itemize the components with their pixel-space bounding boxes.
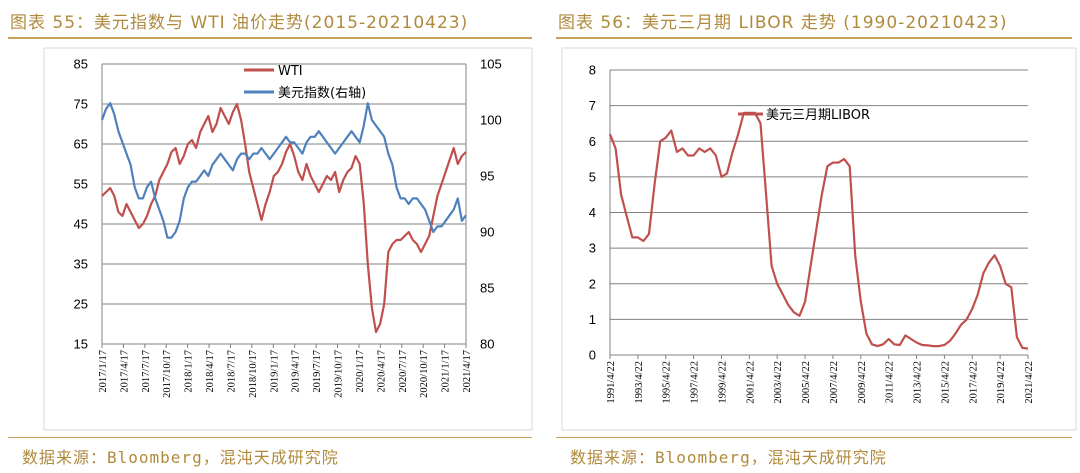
x-tick-label: 2020/4/17 <box>376 350 387 393</box>
left-y-tick-label: 45 <box>74 217 88 232</box>
libor-x-tick-label: 1991/4/22 <box>606 361 617 404</box>
right-chart: 8 7 6 5 4 3 2 1 0 1991/4/22 1993/4/22 1995/4/22 1997… <box>561 47 1077 431</box>
libor-y-tick-label: 7 <box>589 98 596 113</box>
right-chart-frame <box>561 47 1077 431</box>
left-y-tick-label: 65 <box>74 137 88 152</box>
x-tick-label: 2020/1/17 <box>355 350 366 393</box>
x-tick-label: 2018/7/17 <box>226 350 237 393</box>
libor-y-tick-label: 1 <box>589 312 596 327</box>
x-tick-label: 2019/7/17 <box>312 350 323 393</box>
x-tick-label: 2018/1/17 <box>184 350 195 393</box>
x-tick-label: 2017/4/17 <box>119 350 130 393</box>
libor-x-tick-label: 2003/4/22 <box>773 361 784 404</box>
libor-x-tick-label: 1993/4/22 <box>634 361 645 404</box>
x-tick-label: 2017/10/17 <box>162 350 173 398</box>
libor-y-tick-label: 0 <box>589 348 596 363</box>
right-y-tick-label: 95 <box>480 169 494 184</box>
right-source-rule <box>556 437 1072 438</box>
libor-x-tick-label: 2015/4/22 <box>940 361 951 404</box>
left-source-rule <box>8 437 532 438</box>
x-tick-label: 2017/1/17 <box>98 350 109 393</box>
right-figure-panel: 图表 56：美元三月期 LIBOR 走势 (1990-20210423) 8 7 6… <box>548 0 1080 473</box>
right-y-tick-label: 105 <box>480 57 502 72</box>
libor-x-tick-label: 2021/4/22 <box>1024 361 1035 404</box>
libor-x-tick-label: 2009/4/22 <box>857 361 868 404</box>
libor-y-tick-label: 6 <box>589 134 596 149</box>
x-tick-label: 2019/1/17 <box>269 350 280 393</box>
libor-legend-label: 美元三月期LIBOR <box>766 108 870 123</box>
right-y-tick-label: 85 <box>480 281 494 296</box>
left-title-rule <box>8 37 532 39</box>
libor-x-tick-label: 2007/4/22 <box>829 361 840 404</box>
right-y-tick-label: 90 <box>480 225 494 240</box>
libor-y-tick-label: 8 <box>589 63 596 78</box>
legend-label: WTI <box>278 64 303 79</box>
right-y-tick-label: 80 <box>480 337 494 352</box>
x-tick-label: 2020/10/17 <box>419 350 430 398</box>
left-y-tick-label: 55 <box>74 177 88 192</box>
wti-line <box>101 102 467 334</box>
x-tick-label: 2018/4/17 <box>205 350 216 393</box>
libor-y-tick-label: 4 <box>589 205 596 220</box>
left-y-tick-label: 15 <box>74 337 88 352</box>
x-tick-label: 2019/4/17 <box>291 350 302 393</box>
left-figure-title: 图表 55：美元指数与 WTI 油价走势(2015-20210423) <box>10 13 469 33</box>
left-chart-frame <box>43 47 533 431</box>
libor-x-tick-label: 2019/4/22 <box>996 361 1007 404</box>
libor-y-tick-label: 2 <box>589 276 596 291</box>
libor-x-tick-label: 2011/4/22 <box>885 361 896 403</box>
libor-line <box>608 111 1029 350</box>
x-tick-label: 2017/7/17 <box>141 350 152 393</box>
left-chart: 85 75 65 55 45 35 25 15 105 100 95 90 85 80 2017/1/17 2… <box>43 47 533 431</box>
x-tick-label: 2020/7/17 <box>398 350 409 393</box>
dollar-index-line <box>100 102 467 239</box>
libor-y-tick-label: 5 <box>589 169 596 184</box>
left-y-tick-label: 25 <box>74 297 88 312</box>
libor-x-tick-label: 1999/4/22 <box>717 361 728 404</box>
libor-x-tick-label: 1995/4/22 <box>662 361 673 404</box>
libor-x-tick-label: 1997/4/22 <box>690 361 701 404</box>
left-y-tick-label: 85 <box>74 57 88 72</box>
x-tick-label: 2021/1/17 <box>441 350 452 393</box>
libor-x-tick-label: 2001/4/22 <box>745 361 756 404</box>
left-y-tick-label: 35 <box>74 257 88 272</box>
libor-x-tick-label: 2013/4/22 <box>913 361 924 404</box>
x-tick-label: 2019/10/17 <box>334 350 345 398</box>
left-source-note: 数据来源：Bloomberg，混沌天成研究院 <box>22 448 339 467</box>
libor-x-tick-label: 2017/4/22 <box>968 361 979 404</box>
right-figure-title: 图表 56：美元三月期 LIBOR 走势 (1990-20210423) <box>558 13 1008 33</box>
left-figure-panel: 图表 55：美元指数与 WTI 油价走势(2015-20210423) 85 75… <box>8 13 533 467</box>
x-tick-label: 2018/10/17 <box>248 350 259 398</box>
libor-x-tick-label: 2005/4/22 <box>801 361 812 404</box>
left-y-tick-label: 75 <box>74 97 88 112</box>
right-title-rule <box>556 37 1072 39</box>
legend-label: 美元指数(右轴) <box>278 86 366 101</box>
libor-y-tick-label: 3 <box>589 241 596 256</box>
x-tick-label: 2021/4/17 <box>462 350 473 393</box>
right-y-tick-label: 100 <box>480 113 502 128</box>
right-source-note: 数据来源：Bloomberg，混沌天成研究院 <box>570 448 887 467</box>
